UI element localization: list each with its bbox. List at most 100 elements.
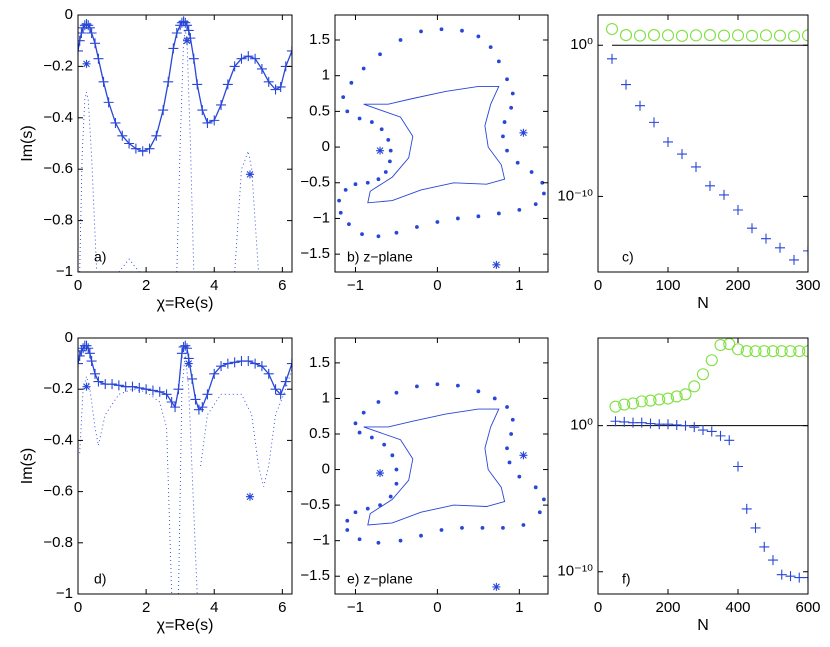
plus-marker — [680, 420, 691, 431]
dot-marker — [460, 28, 464, 33]
plus-marker — [789, 254, 799, 265]
dot-marker — [476, 34, 481, 39]
plus-marker — [263, 76, 274, 87]
dot-marker — [415, 225, 419, 229]
dot-marker — [345, 109, 350, 114]
plus-marker — [761, 233, 771, 244]
y-tick-label: 1.5 — [309, 354, 330, 371]
plus-marker — [654, 419, 665, 430]
circle-marker — [633, 29, 647, 42]
plus-marker — [619, 416, 630, 427]
dot-marker — [529, 170, 534, 174]
plus-marker — [188, 53, 199, 64]
plus-marker — [113, 380, 124, 391]
circle-marker — [784, 345, 797, 358]
star-marker — [182, 36, 191, 45]
plus-marker — [628, 417, 638, 428]
x-tick-label: 4 — [210, 599, 218, 616]
circle-marker — [661, 29, 675, 42]
plus-marker — [750, 522, 761, 533]
dot-marker — [353, 510, 358, 515]
dot-marker — [349, 80, 354, 85]
circle-marker — [619, 29, 633, 42]
plus-marker — [171, 27, 182, 38]
circle-marker — [787, 30, 801, 43]
star-marker — [82, 59, 91, 68]
circle-marker — [705, 354, 718, 367]
dot-marker — [505, 446, 509, 451]
plus-marker — [671, 419, 682, 430]
x-tick-label: 0 — [433, 277, 441, 294]
plus-marker — [607, 53, 617, 64]
plus-marker — [93, 53, 104, 64]
thin-line — [363, 408, 506, 526]
plus-marker — [706, 426, 717, 437]
x-tick-label: 100 — [655, 277, 680, 294]
plus-marker — [715, 430, 726, 441]
plus-marker — [209, 368, 220, 379]
dot-marker — [338, 210, 343, 215]
plus-marker — [222, 358, 233, 369]
axes-frame — [334, 337, 549, 595]
plot-area — [78, 340, 292, 595]
panel-label: f) — [622, 571, 631, 587]
plus-marker — [83, 343, 94, 354]
y-tick-label: −1 — [56, 585, 73, 602]
dot-marker — [353, 182, 358, 187]
x-tick-label: 600 — [795, 599, 820, 616]
plus-marker — [610, 416, 621, 427]
plot-area — [606, 337, 808, 583]
dot-marker — [502, 120, 507, 124]
star-marker — [519, 128, 528, 137]
plus-marker — [270, 384, 281, 395]
x-tick-label: −1 — [347, 599, 364, 616]
dot-marker — [387, 159, 392, 164]
dot-marker — [361, 410, 366, 415]
plus-marker — [747, 223, 757, 234]
plus-marker — [158, 105, 169, 116]
star-marker — [376, 469, 385, 478]
dot-marker — [509, 432, 514, 436]
y-tick-label: −1 — [313, 532, 330, 549]
x-tick-label: 2 — [142, 277, 150, 294]
plot-area — [605, 22, 808, 265]
plus-marker — [216, 361, 227, 372]
plus-marker — [243, 51, 254, 62]
circle-marker — [717, 29, 731, 42]
plus-marker — [236, 53, 247, 64]
plus-marker — [275, 81, 286, 92]
dot-marker — [455, 383, 460, 388]
plus-marker — [202, 389, 213, 400]
plus-marker — [130, 143, 141, 154]
dot-marker — [509, 105, 514, 110]
plus-marker — [280, 376, 291, 387]
plus-marker — [83, 20, 94, 31]
plus-marker — [689, 422, 700, 433]
plus-marker — [197, 105, 208, 116]
dot-marker — [341, 95, 346, 99]
dot-marker — [365, 506, 370, 511]
circle-marker — [635, 395, 648, 408]
y-tick-label: 10⁻¹⁰ — [557, 187, 593, 204]
y-tick-label: 10⁰ — [570, 417, 593, 434]
plus-marker — [86, 356, 97, 367]
plus-marker — [86, 27, 97, 38]
dot-marker — [337, 198, 341, 203]
plus-marker — [785, 571, 796, 582]
star-marker — [184, 359, 193, 368]
y-tick-label: 0 — [65, 6, 73, 23]
plus-marker — [170, 402, 181, 413]
dot-marker — [369, 435, 374, 440]
dot-marker — [357, 537, 362, 542]
dot-marker — [347, 222, 351, 227]
plus-marker — [78, 350, 85, 361]
dot-marker — [369, 120, 374, 124]
dot-marker — [390, 453, 395, 458]
y-tick-label: −0.6 — [43, 160, 73, 177]
y-tick-label: 1.5 — [309, 31, 330, 48]
y-tick-label: 1 — [322, 67, 330, 84]
dot-marker — [496, 211, 501, 216]
y-tick-label: −0.2 — [43, 57, 73, 74]
plus-marker — [216, 99, 227, 110]
x-axis-label: χ=Re(s) — [157, 617, 214, 634]
